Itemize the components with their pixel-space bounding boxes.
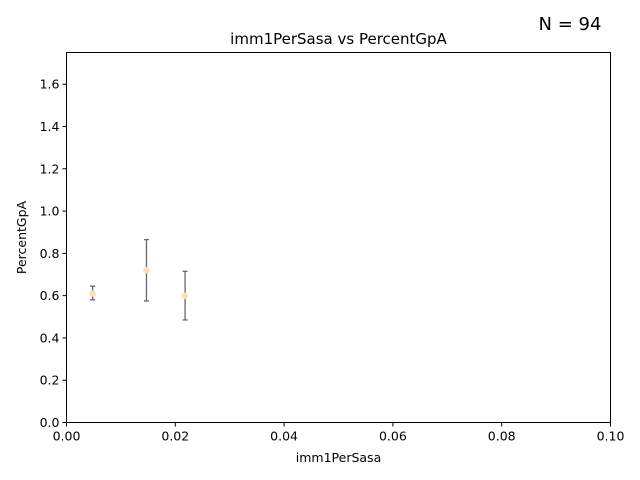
y-tick-label: 0.2: [40, 373, 60, 388]
x-tick-label: 0.02: [161, 429, 189, 444]
x-tick-label: 0.04: [270, 429, 298, 444]
y-tick-label: 1.6: [40, 77, 60, 92]
y-tick-label: 0.6: [40, 288, 60, 303]
y-tick-label: 1.4: [40, 119, 60, 134]
data-point: [89, 290, 96, 297]
y-tick-label: 0.0: [40, 415, 60, 430]
sample-size-annotation: N = 94: [539, 14, 602, 35]
data-point: [143, 267, 150, 274]
x-tick-label: 0.08: [488, 429, 516, 444]
x-tick-label: 0.06: [379, 429, 407, 444]
y-tick-label: 0.8: [40, 246, 60, 261]
y-axis-label: PercentGpA: [14, 200, 29, 274]
y-tick-label: 1.0: [40, 204, 60, 219]
chart-marks: [89, 238, 189, 321]
x-tick-label: 0.10: [597, 429, 625, 444]
plot-area: [66, 52, 611, 423]
data-point: [181, 292, 189, 299]
plot-frame: [66, 52, 611, 423]
y-tick-label: 1.2: [40, 161, 60, 176]
x-tick-label: 0.00: [53, 429, 81, 444]
chart-title: imm1PerSasa vs PercentGpA: [230, 30, 447, 48]
x-axis-label: imm1PerSasa: [296, 450, 381, 465]
axis-ticks: 0.00 0.02 0.04 0.06 0.08 0.10 0.0 0.2 0.4 0.6 0.8 1…: [40, 77, 625, 444]
y-tick-label: 0.4: [40, 330, 60, 345]
